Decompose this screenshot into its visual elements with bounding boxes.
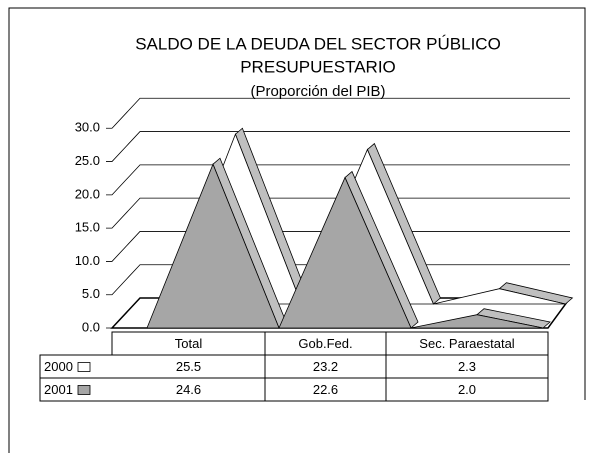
table-value: 25.5 — [176, 359, 201, 374]
frame — [8, 7, 586, 453]
table-value: 2.3 — [458, 359, 476, 374]
x-tick-label: Sec. Paraestatal — [419, 336, 514, 351]
table-value: 2.0 — [458, 382, 476, 397]
y-tick-label: 15.0 — [75, 220, 100, 235]
y-tick-label: 25.0 — [75, 153, 100, 168]
chart-subtitle: PRESUPUESTARIO — [240, 57, 396, 76]
y-tick-label: 5.0 — [82, 286, 100, 301]
table-value: 23.2 — [313, 359, 338, 374]
grid-line — [106, 97, 570, 129]
y-tick-label: 30.0 — [75, 120, 100, 135]
legend-label: 2001 — [44, 382, 73, 397]
grid-line — [106, 164, 570, 196]
table-value: 22.6 — [313, 382, 338, 397]
area — [278, 176, 412, 329]
x-tick-label: Gob.Fed. — [298, 336, 352, 351]
grid-line — [106, 131, 570, 162]
chart-title: SALDO DE LA DEUDA DEL SECTOR PÚBLICO — [135, 34, 501, 53]
legend-swatch — [77, 385, 91, 395]
y-tick-label: 0.0 — [82, 319, 100, 334]
area — [410, 314, 544, 329]
x-tick-label: Total — [175, 336, 203, 351]
legend-swatch — [77, 362, 91, 372]
table-value: 24.6 — [176, 382, 201, 397]
area — [146, 163, 280, 329]
y-tick-label: 20.0 — [75, 186, 100, 201]
y-tick-label: 10.0 — [75, 253, 100, 268]
chart-note: (Proporción del PIB) — [250, 83, 385, 100]
legend-label: 2000 — [44, 359, 73, 374]
area — [433, 288, 566, 305]
